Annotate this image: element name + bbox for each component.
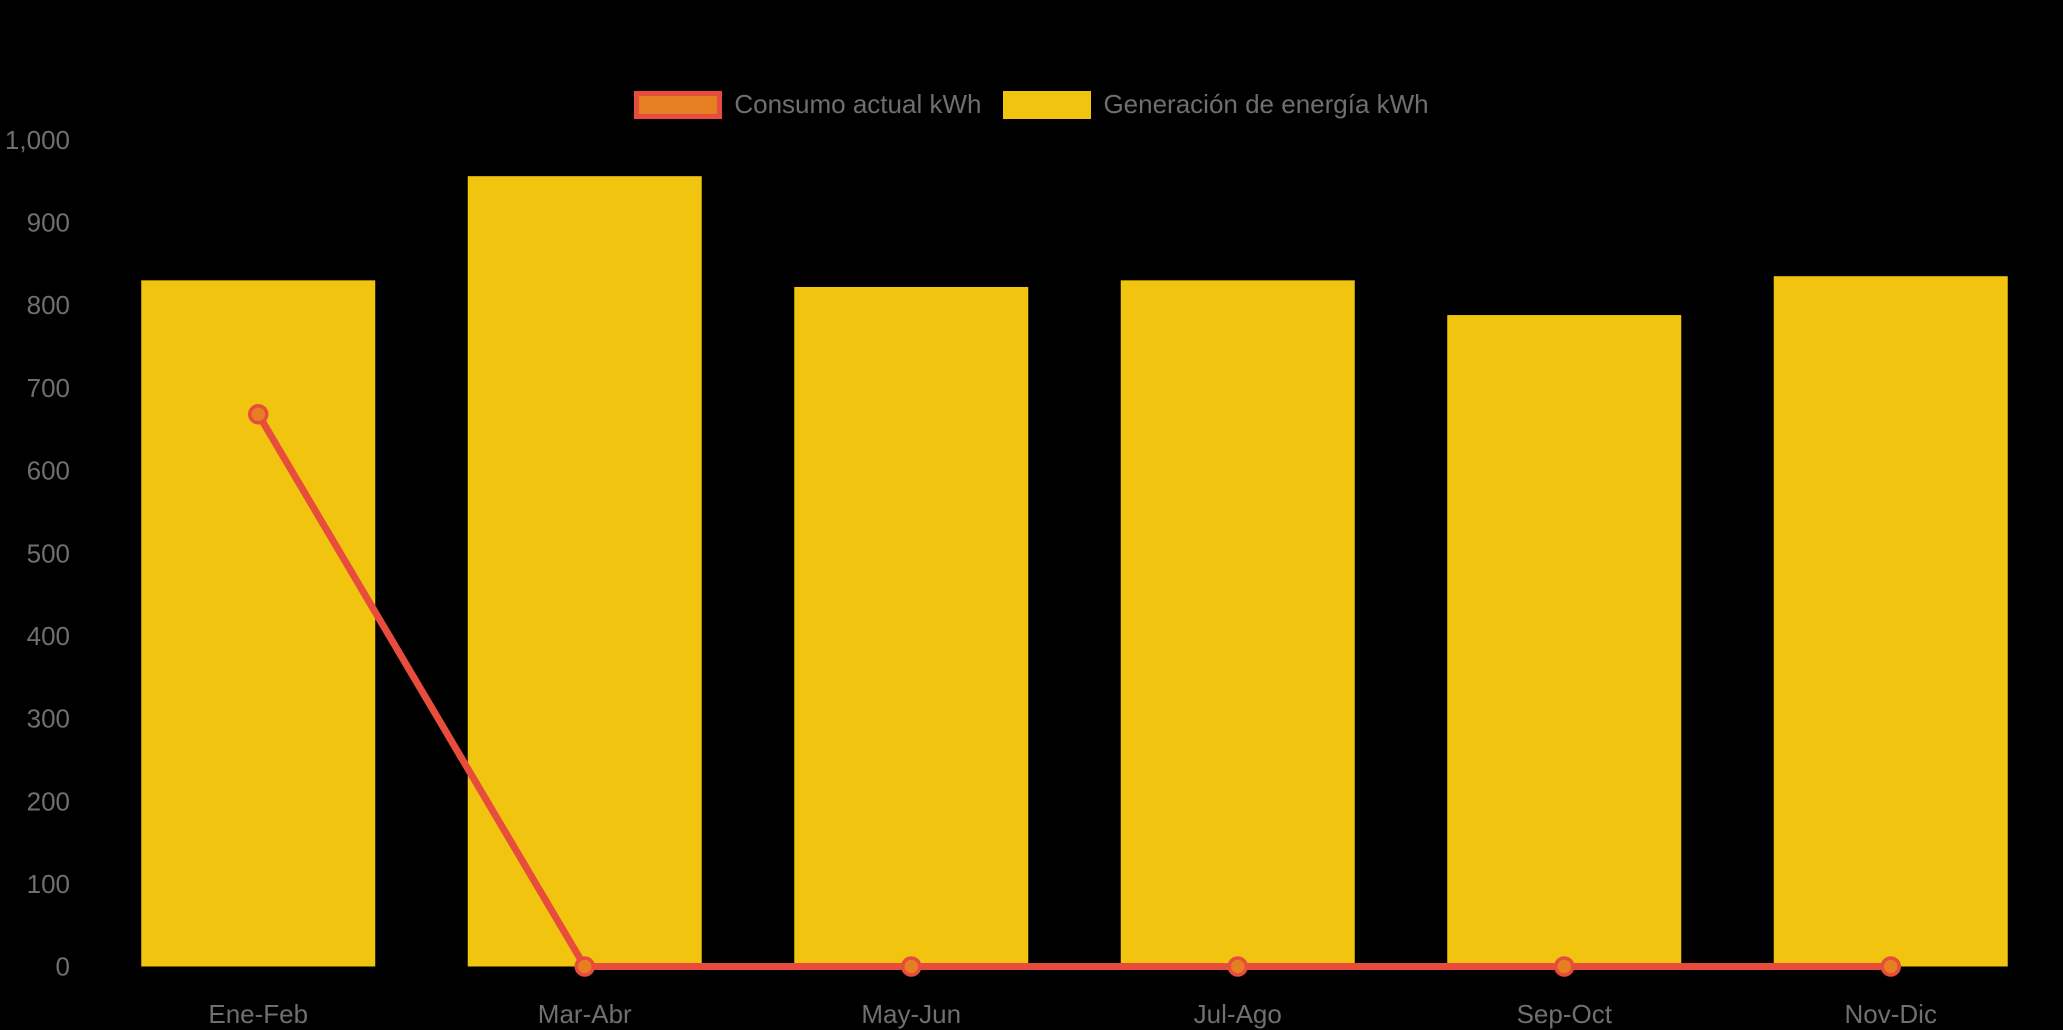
x-axis-category-label: May-Jun	[861, 999, 961, 1029]
y-axis-tick-label: 500	[27, 538, 70, 568]
bar-generacion[interactable]	[141, 280, 376, 967]
legend-swatch	[634, 90, 723, 119]
bar-generacion[interactable]	[1447, 315, 1682, 967]
y-axis-tick-label: 600	[27, 456, 70, 486]
y-axis-tick-label: 300	[27, 704, 70, 734]
line-consumo	[255, 412, 1891, 970]
legend-label: Generación de energía kWh	[1103, 89, 1429, 119]
x-axis-category-label: Ene-Feb	[208, 999, 308, 1029]
line-marker[interactable]	[1554, 956, 1575, 977]
x-axis-category-label: Sep-Oct	[1517, 999, 1613, 1029]
chart-legend: Consumo actual kWh Generación de energía …	[0, 89, 2063, 120]
line-marker[interactable]	[1227, 956, 1248, 977]
y-axis-tick-label: 200	[27, 786, 70, 816]
legend-swatch	[1003, 90, 1092, 119]
bar-generacion[interactable]	[467, 176, 702, 967]
y-axis-tick-label: 400	[27, 621, 70, 651]
legend-item-consumo[interactable]: Consumo actual kWh	[634, 89, 981, 120]
legend-item-generacion[interactable]: Generación de energía kWh	[1003, 89, 1429, 120]
x-axis-category-label: Mar-Abr	[538, 999, 632, 1029]
x-axis-category-label: Nov-Dic	[1845, 999, 1937, 1029]
line-marker[interactable]	[901, 956, 922, 977]
y-axis-tick-label: 800	[27, 290, 70, 320]
bar-generacion[interactable]	[794, 286, 1029, 967]
x-axis-category-label: Jul-Ago	[1194, 999, 1282, 1029]
line-marker[interactable]	[1880, 956, 1901, 977]
bar-generacion[interactable]	[1773, 276, 2008, 967]
legend-label: Consumo actual kWh	[734, 89, 982, 119]
y-axis-tick-label: 100	[27, 869, 70, 899]
y-axis-tick-label: 1,000	[5, 125, 70, 155]
y-axis-tick-label: 700	[27, 373, 70, 403]
line-marker[interactable]	[248, 404, 269, 425]
y-axis-tick-label: 900	[27, 208, 70, 238]
bar-generacion[interactable]	[1120, 280, 1355, 967]
y-axis-tick-label: 0	[56, 952, 70, 982]
line-marker[interactable]	[574, 956, 595, 977]
